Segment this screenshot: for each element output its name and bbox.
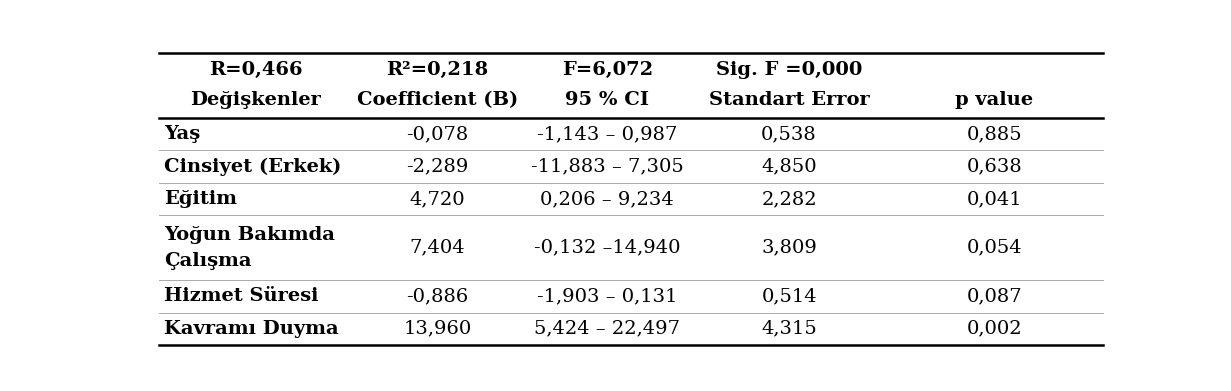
Text: 0,054: 0,054 bbox=[966, 239, 1022, 256]
Text: 13,960: 13,960 bbox=[403, 320, 471, 338]
Text: Hizmet Süresi: Hizmet Süresi bbox=[165, 287, 319, 305]
Text: 5,424 – 22,497: 5,424 – 22,497 bbox=[534, 320, 681, 338]
Text: Standart Error: Standart Error bbox=[709, 91, 869, 109]
Text: 0,638: 0,638 bbox=[966, 158, 1023, 176]
Text: 0,041: 0,041 bbox=[966, 190, 1022, 208]
Text: 95 % CI: 95 % CI bbox=[565, 91, 649, 109]
Text: -0,132 –14,940: -0,132 –14,940 bbox=[534, 239, 681, 256]
Text: Çalışma: Çalışma bbox=[165, 252, 252, 270]
Text: Yoğun Bakımda: Yoğun Bakımda bbox=[165, 226, 335, 244]
Text: -1,143 – 0,987: -1,143 – 0,987 bbox=[537, 125, 677, 143]
Text: p value: p value bbox=[955, 91, 1034, 109]
Text: -0,078: -0,078 bbox=[406, 125, 468, 143]
Text: 0,002: 0,002 bbox=[966, 320, 1022, 338]
Text: 0,538: 0,538 bbox=[761, 125, 817, 143]
Text: Yaş: Yaş bbox=[165, 125, 201, 143]
Text: R²=0,218: R²=0,218 bbox=[387, 61, 489, 79]
Text: Değişkenler: Değişkenler bbox=[190, 91, 321, 109]
Text: 0,885: 0,885 bbox=[966, 125, 1022, 143]
Text: R=0,466: R=0,466 bbox=[208, 61, 303, 79]
Text: -2,289: -2,289 bbox=[406, 158, 469, 176]
Text: 0,087: 0,087 bbox=[966, 287, 1022, 305]
Text: -0,886: -0,886 bbox=[406, 287, 468, 305]
Text: Sig. F =0,000: Sig. F =0,000 bbox=[716, 61, 862, 79]
Text: 0,206 – 9,234: 0,206 – 9,234 bbox=[540, 190, 675, 208]
Text: 4,720: 4,720 bbox=[410, 190, 465, 208]
Text: 7,404: 7,404 bbox=[410, 239, 465, 256]
Text: Kavramı Duyma: Kavramı Duyma bbox=[165, 320, 339, 338]
Text: 4,850: 4,850 bbox=[761, 158, 817, 176]
Text: Coefficient (B): Coefficient (B) bbox=[357, 91, 518, 109]
Text: 0,514: 0,514 bbox=[761, 287, 817, 305]
Text: Cinsiyet (Erkek): Cinsiyet (Erkek) bbox=[165, 158, 342, 176]
Text: 3,809: 3,809 bbox=[761, 239, 817, 256]
Text: -1,903 – 0,131: -1,903 – 0,131 bbox=[537, 287, 677, 305]
Text: 4,315: 4,315 bbox=[761, 320, 817, 338]
Text: F=6,072: F=6,072 bbox=[561, 61, 652, 79]
Text: Eğitim: Eğitim bbox=[165, 190, 238, 208]
Text: -11,883 – 7,305: -11,883 – 7,305 bbox=[531, 158, 683, 176]
Text: 2,282: 2,282 bbox=[761, 190, 817, 208]
